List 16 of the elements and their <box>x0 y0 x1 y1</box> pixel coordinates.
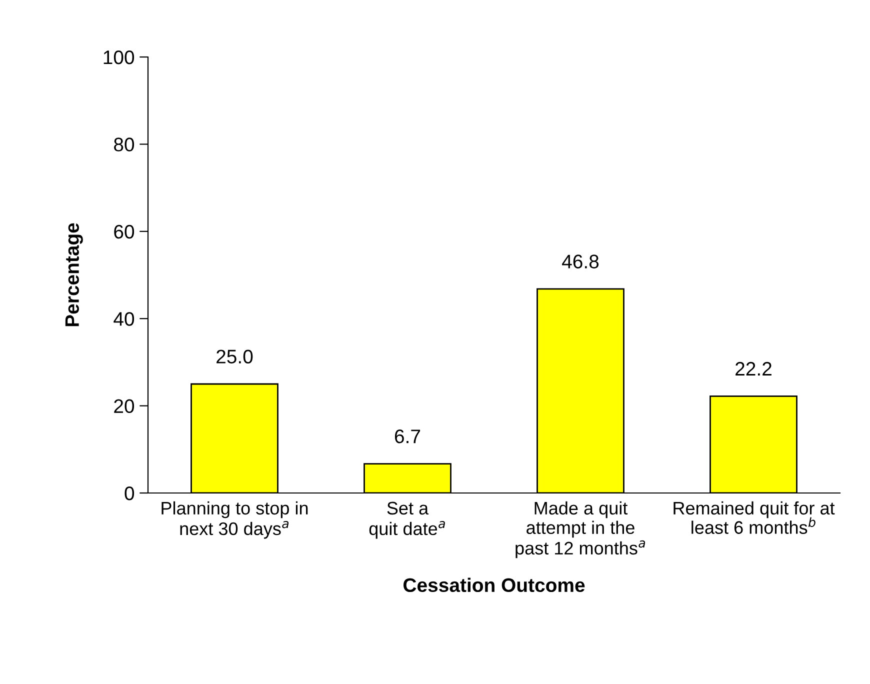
x-tick-label: Set a quit date$^{a}$ <box>369 502 445 539</box>
y-tick-label: 80 <box>114 138 134 152</box>
x-tick-label: Planning to stop in next 30 days$^{a}$ <box>162 501 308 539</box>
data-label: 22.2 <box>736 362 772 376</box>
y-tick-label: 60 <box>114 224 134 239</box>
x-axis-title: Cessation Outcome <box>404 578 585 592</box>
y-axis-title: Percentage <box>65 223 83 326</box>
x-tick-label: Made a quit attempt in the past 12 months$^{a}$ <box>516 501 646 558</box>
data-label: 25.0 <box>216 350 253 364</box>
y-tick-label: 20 <box>114 399 134 414</box>
data-label: 6.7 <box>394 430 420 444</box>
y-tick-label: 40 <box>114 312 134 326</box>
data-label: 46.8 <box>562 254 599 268</box>
x-tick-label: Remained quit for at least 6 months$^{b}$ <box>674 501 835 534</box>
y-tick-label: 0 <box>124 486 134 500</box>
y-tick-label: 100 <box>104 50 134 64</box>
